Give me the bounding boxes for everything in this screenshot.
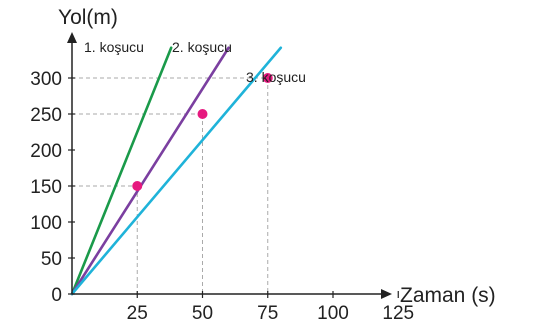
y-tick-label: 250	[30, 105, 62, 126]
data-marker	[262, 73, 273, 83]
y-tick-label: 100	[30, 213, 62, 234]
y-tick-label: 50	[41, 249, 62, 270]
y-axis-arrow	[67, 32, 77, 43]
guide-lines	[72, 77, 269, 294]
y-tick-label: 150	[30, 177, 62, 198]
series-labels: 1. koşucu 2. koşucu 3. koşucu	[84, 39, 306, 85]
series-label-2: 2. koşucu	[172, 39, 232, 55]
series-line-1	[70, 46, 173, 296]
x-tick-label: 75	[257, 303, 278, 324]
x-axis-title: Zaman (s)	[400, 284, 496, 307]
series-lines	[70, 46, 283, 296]
x-tick-label: 125	[382, 303, 414, 324]
y-tick-label: 200	[30, 141, 62, 162]
series-line-2	[70, 46, 230, 296]
data-marker	[197, 109, 208, 119]
y-axis-title: Yol(m)	[58, 6, 118, 29]
data-markers	[132, 73, 273, 191]
series-label-1: 1. koşucu	[84, 39, 144, 55]
x-tick-label: 25	[127, 303, 148, 324]
y-tick-label: 300	[30, 69, 62, 90]
x-tick-label: 50	[192, 303, 213, 324]
x-tick-label: 100	[317, 303, 349, 324]
x-tick-labels: 25 50 75 100 125	[127, 291, 414, 324]
data-marker	[132, 181, 143, 191]
axes	[67, 32, 392, 299]
x-axis-arrow	[381, 289, 392, 299]
y-tick-label: 0	[51, 285, 62, 306]
series-label-3: 3. koşucu	[246, 69, 306, 85]
series-line-3	[70, 46, 283, 296]
y-tick-labels: 0 50 100 150 200 250 300	[30, 69, 75, 306]
